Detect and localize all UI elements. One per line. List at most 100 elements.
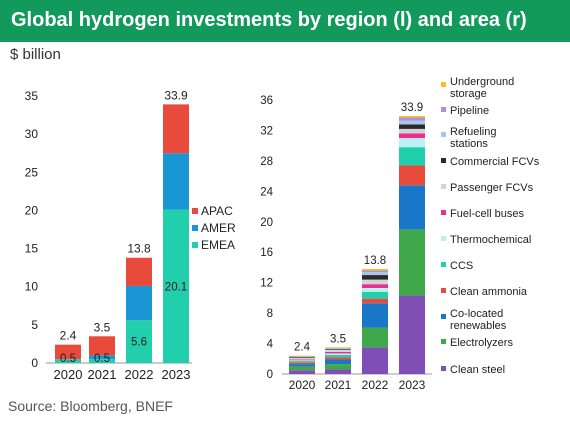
left-y-tick-label: 35 — [25, 89, 39, 103]
left-y-tick-label: 15 — [25, 242, 39, 256]
right-bar-passenger-fcvs-2022 — [362, 279, 388, 285]
right-bar-clean-ammonia-2023 — [399, 165, 425, 186]
right-total-label: 33.9 — [401, 102, 423, 114]
right-bar-electrolyzers-2021 — [325, 364, 351, 370]
source-note: Source: Bloomberg, BNEF — [8, 398, 173, 414]
right-bar-pipeline-2023 — [399, 117, 425, 121]
right-legend-swatch-co-located-renewables — [441, 314, 446, 319]
right-bar-co-located-renewables-2020 — [289, 364, 315, 367]
right-bar-fuel-cell-buses-2023 — [399, 133, 425, 139]
left-y-tick-label: 30 — [25, 127, 39, 141]
left-legend-swatch-amer — [192, 225, 198, 231]
left-bar-amer-2023 — [163, 153, 189, 210]
left-y-tick-label: 25 — [25, 165, 39, 179]
right-bar-fuel-cell-buses-2020 — [289, 359, 315, 361]
right-bar-co-located-renewables-2023 — [399, 185, 425, 230]
right-legend-label-line2: renewables — [450, 320, 507, 332]
right-bar-clean-ammonia-2021 — [325, 357, 351, 360]
right-bar-clean-steel-2021 — [325, 369, 351, 374]
right-legend-label: Thermochemical — [450, 234, 531, 246]
right-y-tick-label: 36 — [260, 95, 273, 107]
right-legend-swatch-fuel-cell-buses — [441, 210, 446, 215]
left-total-label: 13.8 — [127, 242, 151, 256]
right-bar-passenger-fcvs-2023 — [399, 128, 425, 134]
right-legend-label-line2: stations — [450, 138, 488, 150]
right-bar-clean-steel-2022 — [362, 347, 388, 374]
right-bar-co-located-renewables-2022 — [362, 303, 388, 328]
right-y-tick-label: 20 — [260, 217, 273, 229]
right-bar-electrolyzers-2022 — [362, 327, 388, 348]
right-bar-passenger-fcvs-2020 — [289, 358, 315, 360]
left-legend-label: APAC — [201, 204, 233, 218]
right-bar-refueling-stations-2022 — [362, 272, 388, 276]
right-y-tick-label: 16 — [260, 247, 273, 259]
right-y-tick-label: 24 — [260, 186, 273, 198]
left-x-tick-label: 2023 — [162, 367, 191, 382]
left-bar-emea-2022 — [126, 320, 152, 363]
right-x-tick-label: 2020 — [289, 378, 316, 392]
right-legend-swatch-ccs — [441, 262, 446, 267]
right-legend-swatch-passenger-fcvs — [441, 184, 446, 189]
right-legend-swatch-clean-ammonia — [441, 288, 446, 293]
left-legend-label: EMEA — [201, 238, 235, 252]
right-bar-clean-ammonia-2020 — [289, 362, 315, 365]
right-legend-label: Fuel-cell buses — [450, 208, 524, 220]
right-bar-underground-storage-2023 — [399, 115, 425, 118]
right-bar-underground-storage-2022 — [362, 268, 388, 271]
left-legend-label: AMER — [201, 221, 236, 235]
right-bar-underground-storage-2020 — [289, 355, 315, 357]
right-legend-label: Pipeline — [450, 105, 489, 117]
right-legend-swatch-commercial-fcvs — [441, 158, 446, 163]
right-legend-label: Passenger FCVs — [450, 182, 534, 194]
right-bar-fuel-cell-buses-2022 — [362, 284, 388, 288]
right-bar-passenger-fcvs-2021 — [325, 349, 351, 352]
right-bar-thermochemical-2023 — [399, 138, 425, 148]
right-bar-pipeline-2020 — [289, 356, 315, 357]
right-legend-label: Commercial FCVs — [450, 156, 540, 168]
left-total-label: 3.5 — [94, 320, 111, 334]
right-bar-ccs-2022 — [362, 291, 388, 299]
left-legend-swatch-emea — [192, 242, 198, 248]
left-segment-label: 5.6 — [131, 337, 147, 349]
right-y-tick-label: 0 — [267, 369, 273, 381]
right-bar-refueling-stations-2020 — [289, 356, 315, 358]
left-y-tick-label: 20 — [25, 203, 39, 217]
right-bar-clean-steel-2023 — [399, 295, 425, 374]
left-bar-emea-2021 — [89, 359, 115, 363]
left-bar-amer-2022 — [126, 285, 152, 321]
right-bar-thermochemical-2021 — [325, 353, 351, 355]
right-bar-commercial-fcvs-2021 — [325, 348, 351, 350]
right-total-label: 3.5 — [330, 333, 346, 345]
right-bar-co-located-renewables-2021 — [325, 359, 351, 365]
unit-label: $ billion — [10, 46, 61, 63]
right-y-tick-label: 4 — [267, 339, 274, 351]
right-legend-swatch-refueling-stations — [441, 132, 446, 137]
right-bar-pipeline-2021 — [325, 347, 351, 349]
right-x-tick-label: 2023 — [399, 378, 426, 392]
right-legend-label: CCS — [450, 260, 473, 272]
right-legend-label-line1: Underground — [450, 76, 514, 88]
right-legend-label-line1: Co-located — [450, 308, 503, 320]
title-bar: Global hydrogen investments by region (l… — [0, 0, 570, 42]
right-bar-underground-storage-2021 — [325, 347, 351, 348]
right-x-tick-label: 2021 — [325, 378, 352, 392]
left-segment-label: 0.5 — [94, 353, 110, 365]
right-bar-refueling-stations-2023 — [399, 120, 425, 125]
left-bar-amer-2021 — [89, 355, 115, 360]
left-x-tick-label: 2020 — [54, 367, 83, 382]
right-bar-thermochemical-2020 — [289, 360, 315, 362]
left-bar-apac-2020 — [55, 344, 81, 360]
right-legend-swatch-pipeline — [441, 107, 446, 112]
left-y-tick-label: 5 — [31, 318, 38, 332]
right-bar-refueling-stations-2021 — [325, 348, 351, 349]
right-bar-ccs-2021 — [325, 354, 351, 358]
right-x-tick-label: 2022 — [362, 378, 389, 392]
right-bar-ccs-2023 — [399, 147, 425, 166]
left-y-tick-label: 0 — [31, 356, 38, 370]
right-bar-commercial-fcvs-2020 — [289, 357, 315, 359]
left-total-label: 33.9 — [164, 88, 188, 102]
right-bar-thermochemical-2022 — [362, 287, 388, 292]
right-legend-label-line2: storage — [450, 88, 487, 100]
right-y-tick-label: 32 — [260, 125, 273, 137]
